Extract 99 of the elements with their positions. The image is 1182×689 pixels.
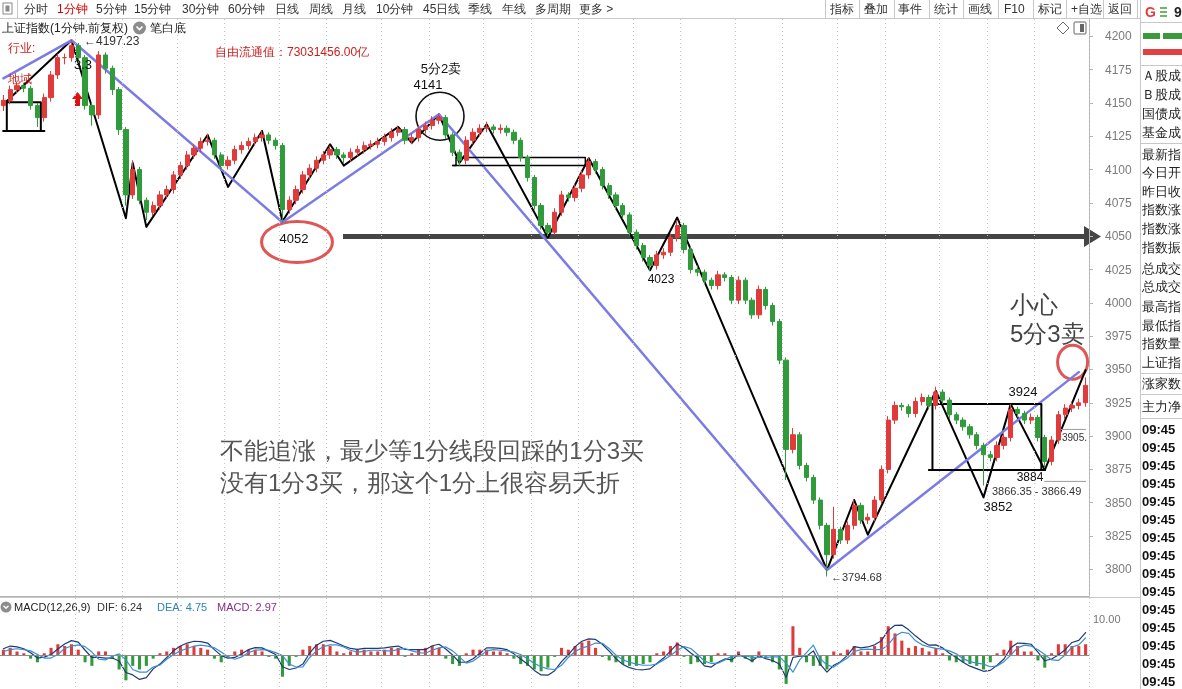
annotation: 自由流通值：73031456.00亿 xyxy=(215,45,370,59)
text: 09:45 xyxy=(1142,475,1176,491)
text: DIF: 6.24 xyxy=(97,600,143,613)
y-tick-label: 3925 xyxy=(1105,395,1133,410)
text: 总成交 xyxy=(1142,278,1181,294)
text: 09:45 xyxy=(1142,529,1176,545)
y-tick-label: 3950 xyxy=(1105,362,1133,377)
text: 画线 xyxy=(968,2,992,16)
annotation: 4141 xyxy=(413,76,443,92)
text: 事件 xyxy=(898,2,922,16)
text: +自选 xyxy=(1071,2,1103,16)
text: 更多 > xyxy=(579,2,614,16)
text: 1分钟 xyxy=(57,2,88,16)
chart-title: MACD(12,26,9) xyxy=(14,600,91,613)
text: MACD: 2.97 xyxy=(217,600,277,613)
text: 09:45 xyxy=(1142,583,1176,599)
text: 总成交 xyxy=(1142,260,1181,276)
y-tick-label: 4050 xyxy=(1105,229,1133,244)
text: 统计 xyxy=(934,2,958,16)
text: 今日开 xyxy=(1142,164,1181,180)
y-tick-label: 3800 xyxy=(1105,562,1133,577)
text: 返回 xyxy=(1108,2,1132,16)
text: 15分钟 xyxy=(134,2,172,16)
text: F10 xyxy=(1004,2,1025,16)
text: 09:45 xyxy=(1142,421,1176,437)
annotation: ←4197.23 xyxy=(84,34,140,48)
text: 9 xyxy=(1174,4,1182,20)
y-tick-label: 4075 xyxy=(1105,195,1133,210)
text: 涨家数 xyxy=(1142,375,1181,391)
text: 09:45 xyxy=(1142,655,1176,671)
text: 最新指 xyxy=(1142,146,1181,162)
text: 指数涨 xyxy=(1142,220,1181,236)
text: 周线 xyxy=(309,2,333,16)
annotation: 3866.35 - 3866.49 xyxy=(992,484,1082,497)
text: 年线 xyxy=(502,2,526,16)
annotation: 行业: xyxy=(8,41,36,55)
text: 季线 xyxy=(468,2,492,16)
text: 09:45 xyxy=(1142,601,1176,617)
annotation: 4023 xyxy=(647,272,675,286)
y-tick-label: 4200 xyxy=(1105,29,1133,44)
text: 上证指 xyxy=(1142,354,1181,370)
text: 09:45 xyxy=(1142,547,1176,563)
text: 叠加 xyxy=(864,2,888,16)
text: 指数量 xyxy=(1142,335,1181,351)
text: 5分钟 xyxy=(96,2,127,16)
text: 最低指 xyxy=(1142,317,1181,333)
text: 标记 xyxy=(1038,2,1062,16)
y-tick-label: 4025 xyxy=(1105,262,1133,277)
text: 指数振 xyxy=(1142,239,1181,255)
text: 09:45 xyxy=(1142,439,1176,455)
y-tick-label: 3975 xyxy=(1105,329,1133,344)
text: 昨日收 xyxy=(1142,183,1181,199)
text: 最高指 xyxy=(1142,298,1181,314)
text: 09:45 xyxy=(1142,673,1176,689)
annotation: 4052 xyxy=(279,230,309,246)
text: DEA: 4.75 xyxy=(157,600,208,613)
text: 09:45 xyxy=(1142,619,1176,635)
text: 指标 xyxy=(830,2,854,16)
y-tick-label: 4150 xyxy=(1105,95,1133,110)
annotation: 没有1分3买，那这个1分上很容易夭折 xyxy=(220,469,621,496)
text: 45日线 xyxy=(423,2,461,16)
text: 09:45 xyxy=(1142,457,1176,473)
text: 指数涨 xyxy=(1142,201,1181,217)
annotation: 不能追涨，最少等1分线段回踩的1分3买 xyxy=(220,437,645,464)
annotation: 3884 xyxy=(1016,470,1044,484)
annotation: 3852 xyxy=(983,498,1013,514)
text: 多周期 xyxy=(535,2,571,16)
text: 10.00 xyxy=(1093,612,1121,625)
text: 月线 xyxy=(342,2,366,16)
text: Ｂ股成 xyxy=(1142,86,1181,102)
text: 09:45 xyxy=(1142,565,1176,581)
text: 主力净 xyxy=(1142,398,1181,414)
y-tick-label: 3825 xyxy=(1105,529,1133,544)
annotation: 3924 xyxy=(1008,383,1038,399)
y-tick-label: 3875 xyxy=(1105,462,1133,477)
y-tick-label: 4000 xyxy=(1105,295,1133,310)
chart-subtitle: 笔白底 xyxy=(150,21,186,35)
text: Ａ股成 xyxy=(1142,67,1181,83)
text: 分时 xyxy=(24,2,48,16)
text: 日线 xyxy=(275,2,299,16)
text: G xyxy=(1145,4,1156,20)
y-tick-label: 4125 xyxy=(1105,129,1133,144)
text: 30分钟 xyxy=(182,2,220,16)
annotation: 小心 xyxy=(1010,291,1058,318)
annotation: ←3794.68 xyxy=(831,570,882,583)
y-tick-label: 3900 xyxy=(1105,429,1133,444)
text: 基金成 xyxy=(1142,124,1181,140)
text: 09:45 xyxy=(1142,637,1176,653)
annotation: 5分2卖 xyxy=(420,60,462,76)
y-tick-label: 3850 xyxy=(1105,495,1133,510)
text: 10分钟 xyxy=(376,2,414,16)
text: 09:45 xyxy=(1142,511,1176,527)
text: 60分钟 xyxy=(228,2,266,16)
text: 09:45 xyxy=(1142,493,1176,509)
y-tick-label: 4175 xyxy=(1105,62,1133,77)
text: 国债成 xyxy=(1142,105,1181,121)
y-tick-label: 4100 xyxy=(1105,162,1133,177)
annotation: 5分3卖 xyxy=(1010,320,1085,347)
annotation: 3905. xyxy=(1062,432,1088,443)
